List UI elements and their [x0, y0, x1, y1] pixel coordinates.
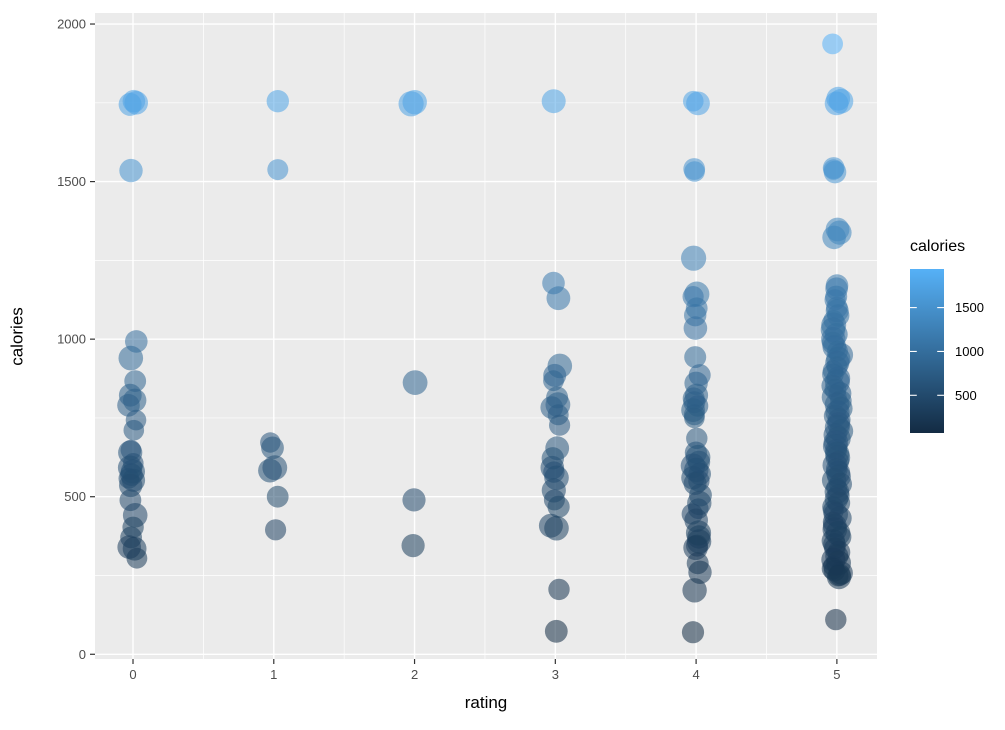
svg-text:4: 4	[692, 667, 699, 682]
data-point	[683, 316, 708, 340]
data-point	[547, 495, 570, 518]
data-point	[398, 91, 424, 117]
data-point	[261, 436, 284, 460]
svg-text:1500: 1500	[955, 300, 984, 315]
data-point	[684, 161, 705, 182]
svg-text:500: 500	[955, 388, 977, 403]
data-point	[258, 458, 282, 483]
data-point	[401, 534, 425, 558]
data-point	[825, 608, 847, 631]
svg-text:1000: 1000	[955, 344, 984, 359]
data-point	[543, 370, 564, 392]
svg-text:5: 5	[833, 667, 840, 682]
data-point	[682, 578, 707, 603]
data-point	[266, 485, 289, 508]
plot-panel	[95, 13, 877, 659]
svg-text:1500: 1500	[57, 174, 86, 189]
data-points	[117, 33, 854, 644]
svg-text:0: 0	[129, 667, 136, 682]
data-point	[822, 225, 846, 250]
data-point	[402, 370, 428, 395]
svg-text:1: 1	[270, 667, 277, 682]
legend-tick-marks	[910, 307, 944, 396]
svg-text:1000: 1000	[57, 332, 86, 347]
data-point	[823, 160, 847, 184]
data-point	[118, 345, 144, 371]
data-point	[123, 419, 145, 441]
data-point	[826, 565, 852, 590]
svg-text:2: 2	[411, 667, 418, 682]
svg-text:500: 500	[64, 489, 86, 504]
data-point	[544, 515, 569, 541]
x-axis-title: rating	[464, 693, 508, 712]
data-point	[546, 286, 571, 311]
data-point	[544, 619, 568, 643]
data-point	[686, 91, 710, 116]
data-point	[541, 89, 566, 114]
axis-tick-marks	[90, 23, 838, 664]
svg-text:3: 3	[552, 667, 559, 682]
data-point	[822, 33, 843, 55]
data-point	[681, 245, 707, 271]
data-point	[267, 159, 289, 181]
data-point	[684, 407, 705, 429]
svg-text:2000: 2000	[57, 17, 86, 32]
data-point	[266, 90, 289, 113]
data-point	[549, 414, 571, 436]
x-tick-labels: 0 1 2 3 4 5	[129, 667, 840, 682]
legend-tick-labels: 500 1000 1500	[955, 300, 984, 403]
data-point	[265, 519, 287, 541]
y-axis-title: calories	[7, 307, 27, 366]
data-point	[118, 92, 142, 116]
data-point	[824, 91, 849, 116]
minor-gridlines	[95, 13, 877, 659]
y-tick-labels: 0 500 1000 1500 2000	[57, 17, 86, 662]
data-point	[402, 488, 426, 512]
data-point	[119, 158, 143, 183]
data-point	[681, 621, 705, 644]
svg-text:0: 0	[79, 647, 86, 662]
legend-title: calories	[910, 238, 966, 255]
data-point	[126, 547, 148, 569]
data-point	[548, 578, 570, 601]
data-point	[684, 346, 707, 369]
